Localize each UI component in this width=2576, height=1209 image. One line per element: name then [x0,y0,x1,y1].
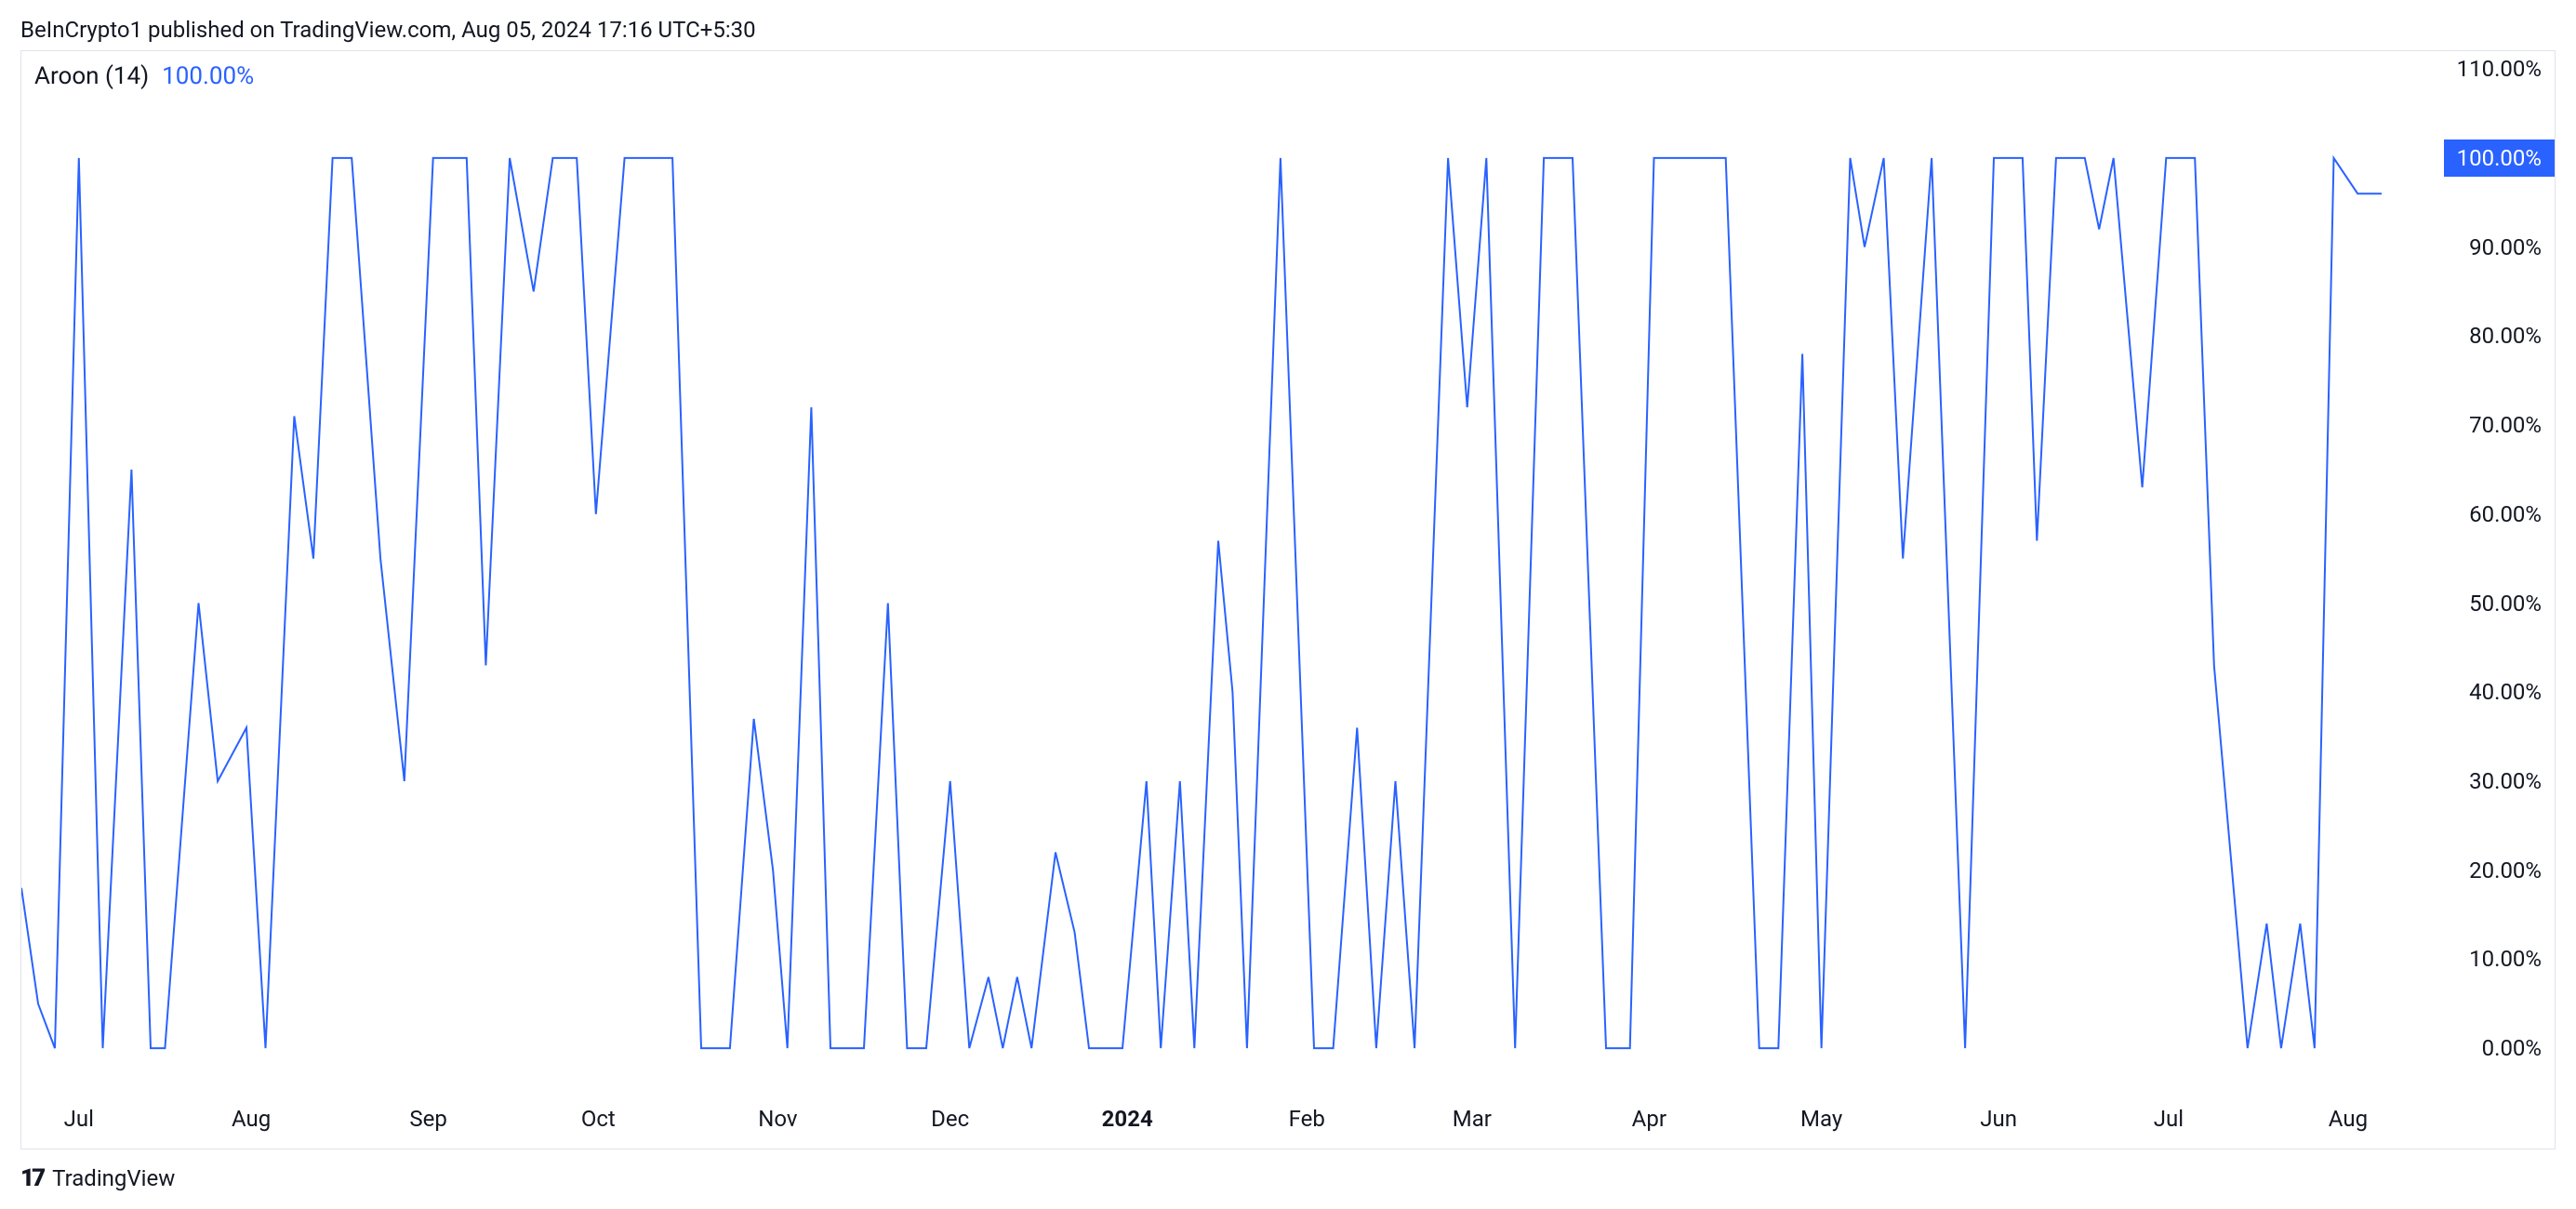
y-tick-label: 50.00% [2469,591,2542,617]
x-tick-label: Aug [2329,1106,2368,1132]
y-axis[interactable]: 110.00% 100.00% 90.00% 80.00% 70.00% 60.00% 50… [2415,51,2555,1093]
x-tick-label: Dec [931,1106,969,1132]
tradingview-logo-text: TradingView [52,1165,175,1191]
y-tick-label: 10.00% [2469,946,2542,972]
x-tick-label: Apr [1632,1106,1666,1132]
y-tick-label: 30.00% [2469,768,2542,794]
y-tick-label: 20.00% [2469,857,2542,884]
x-tick-label: Aug [232,1106,271,1132]
tradingview-logo-icon: 17 [20,1164,43,1192]
x-tick-label: Jun [1980,1106,2017,1132]
tradingview-logo[interactable]: 17 TradingView [20,1164,175,1192]
aroon-line [21,51,2415,1093]
y-tick-label: 80.00% [2469,323,2542,349]
x-tick-label: Jul [2154,1106,2184,1132]
x-tick-label: Jul [64,1106,94,1132]
chart-plot-area[interactable] [21,51,2415,1093]
x-tick-label: Nov [758,1106,797,1132]
attribution-text: BeInCrypto1 published on TradingView.com… [20,17,756,43]
y-tick-label: 40.00% [2469,679,2542,705]
x-tick-label: Oct [581,1106,616,1132]
y-tick-label: 70.00% [2469,412,2542,438]
y-tick-label: 90.00% [2469,234,2542,260]
x-axis[interactable]: Jul Aug Sep Oct Nov Dec 2024 Feb Mar Apr May Jun Jul… [21,1093,2415,1149]
y-tick-label: 110.00% [2457,56,2542,82]
x-tick-label: 2024 [1102,1106,1153,1132]
x-tick-label: Mar [1453,1106,1492,1132]
chart-frame: Aroon (14) 100.00% 110.00%100.00%90.00%8… [20,50,2556,1149]
x-tick-label: Feb [1289,1106,1325,1132]
x-tick-label: Sep [409,1106,446,1132]
x-tick-label: May [1800,1106,1842,1132]
y-tick-label: 60.00% [2469,501,2542,527]
y-tick-label: 0.00% [2482,1035,2542,1061]
price-badge: 100.00% [2444,140,2555,177]
